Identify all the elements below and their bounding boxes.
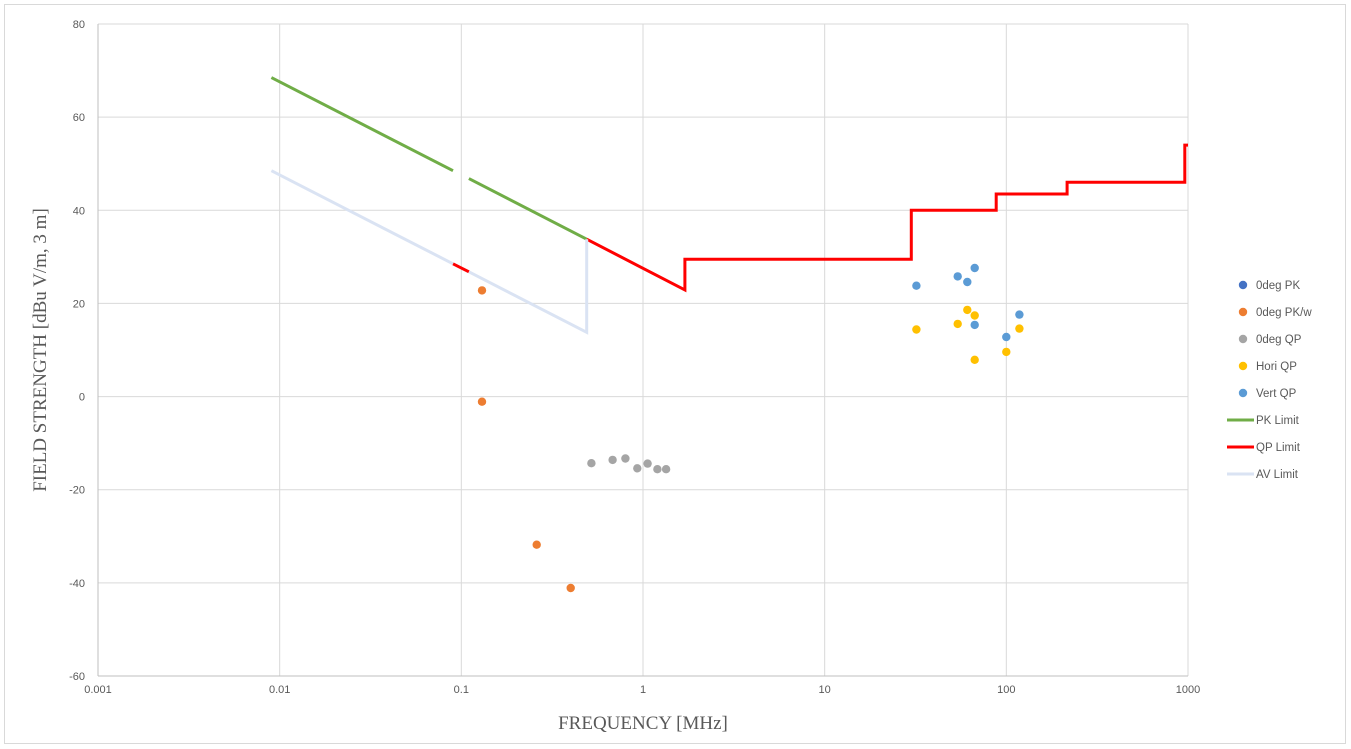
legend-marker-vert-qp xyxy=(1238,388,1248,398)
hori-qp-point xyxy=(963,305,972,315)
0deg-pk-w-point xyxy=(477,397,487,406)
axes xyxy=(97,24,1188,677)
y-tick-label: 20 xyxy=(73,298,85,310)
vert-qp-point xyxy=(970,320,979,330)
legend-label-0deg-qp: 0deg QP xyxy=(1256,334,1302,346)
0deg-qp-point xyxy=(653,465,662,474)
hori-qp-point xyxy=(912,325,921,334)
legend-marker-hori-qp xyxy=(1238,361,1248,371)
legend-label-0deg-pk: 0deg PK xyxy=(1256,280,1300,292)
y-tick-label: 80 xyxy=(73,19,85,31)
hori-qp-point xyxy=(970,355,979,364)
legend-label-pk-limit: PK Limit xyxy=(1256,415,1300,427)
legend-label-qp-limit: QP Limit xyxy=(1256,442,1301,454)
0deg-qp-point xyxy=(621,454,630,463)
0deg-qp-point xyxy=(643,459,652,468)
x-tick-label: 0.01 xyxy=(269,684,290,696)
legend-label-vert-qp: Vert QP xyxy=(1256,388,1297,400)
x-tick-label: 100 xyxy=(997,684,1015,696)
0deg-qp-point xyxy=(633,464,642,473)
legend: 0deg PK 0deg PK/w 0deg QP Hori QP Vert QP PK … xyxy=(1227,280,1312,481)
vert-qp-point xyxy=(1002,332,1011,342)
legend-label-0deg-pk-w: 0deg PK/w xyxy=(1256,307,1312,319)
y-tick-label: 40 xyxy=(73,205,85,217)
av-limit-line xyxy=(468,239,589,335)
0deg-pk-w-point xyxy=(532,540,541,549)
legend-marker-0deg-pk xyxy=(1238,280,1248,290)
x-tick-label: 1000 xyxy=(1176,684,1200,696)
x-axis-title: FREQUENCY [MHz] xyxy=(558,713,728,734)
y-tick-label: 60 xyxy=(73,112,85,124)
hori-qp-point xyxy=(970,311,979,320)
legend-label-av-limit: AV Limit xyxy=(1256,469,1299,481)
data-points xyxy=(477,263,1024,593)
vert-qp-point xyxy=(912,281,921,290)
hori-qp-point xyxy=(1002,347,1011,357)
legend-label-hori-qp: Hori QP xyxy=(1256,361,1297,373)
0deg-qp-point xyxy=(608,455,617,465)
x-tick-label: 10 xyxy=(819,684,831,696)
hori-qp-point xyxy=(1015,324,1024,333)
vert-qp-point xyxy=(1015,310,1024,319)
legend-marker-0deg-qp xyxy=(1238,334,1248,344)
legend-marker-0deg-pk-w xyxy=(1238,307,1248,317)
gridlines xyxy=(98,23,1189,676)
vert-qp-point xyxy=(970,263,979,273)
pk-limit-line xyxy=(270,76,454,173)
0deg-pk-w-point xyxy=(477,286,487,295)
hori-qp-point xyxy=(953,319,962,329)
qp-limit-line xyxy=(586,143,1188,293)
y-tick-label: 0 xyxy=(79,392,85,404)
vert-qp-point xyxy=(963,277,972,287)
chart-area xyxy=(4,4,1346,744)
0deg-qp-point xyxy=(587,459,596,468)
qp-limit-line xyxy=(452,262,470,274)
y-tick-label: -20 xyxy=(69,485,85,497)
vert-qp-point xyxy=(953,272,962,281)
0deg-qp-point xyxy=(661,465,671,474)
y-tick-label: -40 xyxy=(69,578,85,590)
x-tick-label: 0.1 xyxy=(454,684,469,696)
y-tick-label: -60 xyxy=(69,671,85,683)
limit-lines xyxy=(270,76,1188,335)
tick-labels: 0.001 0.01 0.1 1 10 100 1000 -60 -40 -20 0 20 40 60 80 xyxy=(69,19,1200,696)
y-axis-title: FIELD STRENGTH [dBu V/m, 3 m] xyxy=(30,208,51,492)
av-limit-line xyxy=(270,169,454,266)
0deg-pk-w-point xyxy=(566,583,575,593)
x-tick-label: 1 xyxy=(640,684,646,696)
pk-limit-line xyxy=(468,177,588,241)
x-tick-label: 0.001 xyxy=(84,684,112,696)
